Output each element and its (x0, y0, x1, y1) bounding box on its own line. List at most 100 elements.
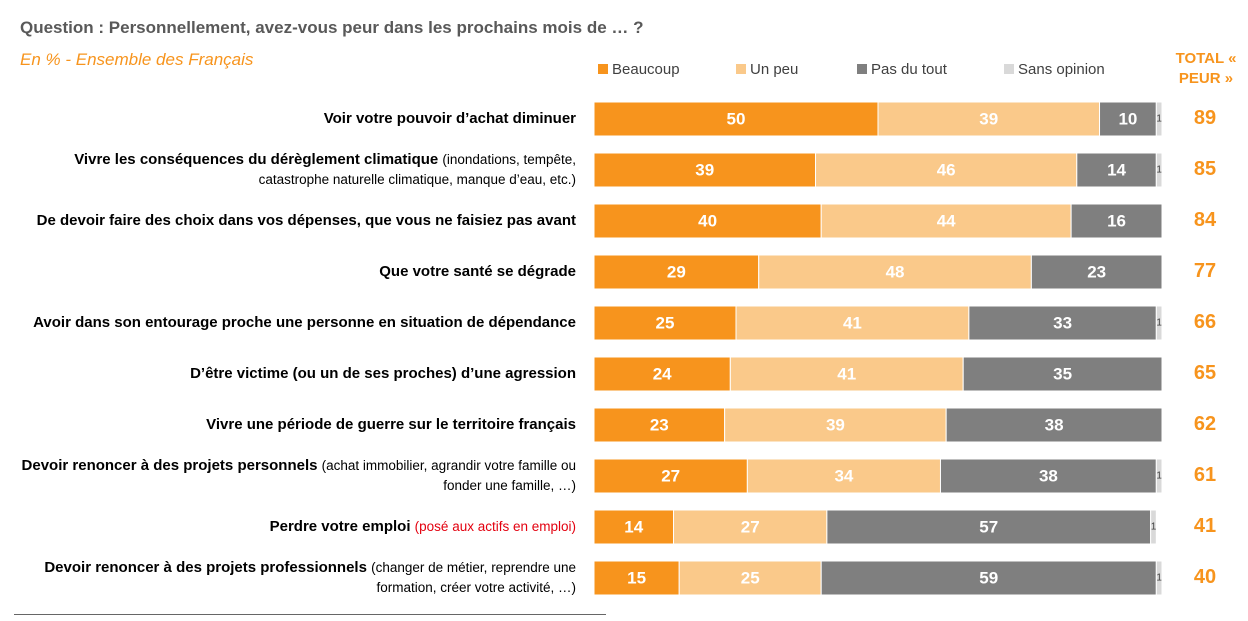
bar-segment (593, 458, 748, 494)
total-value: 62 (1193, 413, 1217, 435)
bar-segment (593, 152, 817, 188)
bar-segment (826, 509, 1152, 545)
legend-swatch (598, 64, 608, 74)
value-label: 39 (826, 415, 845, 434)
chart-subtitle: En % - Ensemble des Français (20, 50, 254, 69)
bar-segment (593, 560, 680, 596)
bar-segment (968, 305, 1157, 341)
value-label: 41 (837, 364, 856, 383)
bar-segment (593, 356, 731, 392)
value-label: 40 (698, 211, 717, 230)
bar-segment (593, 203, 822, 239)
bar-segment (1150, 509, 1157, 545)
bar-segment (1155, 560, 1163, 596)
category-name: Vivre les conséquences du dérèglement cl… (74, 151, 439, 168)
value-label: 39 (979, 109, 998, 128)
value-label: 14 (624, 517, 643, 536)
category-note: (achat immobilier, agrandir votre famill… (321, 458, 576, 493)
category-note: (inondations, tempête, catastrophe natur… (258, 152, 576, 187)
value-label: 41 (843, 313, 862, 332)
total-value: 61 (1193, 464, 1217, 486)
category-label: Devoir renoncer à des projets profession… (8, 556, 576, 600)
value-label: 23 (650, 415, 669, 434)
legend-swatch (857, 64, 867, 74)
category-label: Vivre les conséquences du dérèglement cl… (8, 148, 576, 192)
category-text: Devoir renoncer à des projets profession… (8, 558, 576, 598)
bar-segment (1030, 254, 1163, 290)
category-name: Que votre santé se dégrade (379, 263, 576, 280)
category-name: D’être victime (ou un de ses proches) d’… (190, 365, 576, 382)
value-label: 38 (1039, 466, 1058, 485)
total-value: 77 (1193, 260, 1217, 282)
category-text: Devoir renoncer à des projets personnels… (8, 456, 576, 496)
category-text: D’être victime (ou un de ses proches) d’… (8, 364, 576, 384)
category-label: D’être victime (ou un de ses proches) d’… (8, 352, 576, 396)
value-label: 46 (937, 160, 956, 179)
bar-segment (593, 101, 879, 137)
bar-segment (1155, 458, 1163, 494)
total-value: 66 (1193, 311, 1217, 333)
bar-segment (1070, 203, 1163, 239)
category-label: Voir votre pouvoir d’achat diminuer (8, 97, 576, 141)
category-label: Perdre votre emploi (posé aux actifs en … (8, 505, 576, 549)
value-label: 39 (695, 160, 714, 179)
bar-segment (815, 152, 1078, 188)
value-label: 16 (1107, 211, 1126, 230)
category-name: Devoir renoncer à des projets profession… (44, 559, 367, 576)
bar-segment (673, 509, 828, 545)
total-title: TOTAL « PEUR » (1175, 50, 1237, 87)
total-value: 85 (1193, 158, 1217, 180)
bar-segment (729, 356, 964, 392)
category-label: Devoir renoncer à des projets personnels… (8, 454, 576, 498)
value-label: 23 (1087, 262, 1106, 281)
legend-label: Sans opinion (1018, 61, 1105, 78)
legend-swatch (736, 64, 746, 74)
value-label: 1 (1156, 471, 1162, 482)
value-label: 35 (1053, 364, 1072, 383)
value-label: 33 (1053, 313, 1072, 332)
value-label: 29 (667, 262, 686, 281)
category-text: Que votre santé se dégrade (8, 262, 576, 282)
value-label: 10 (1118, 109, 1137, 128)
category-text: De devoir faire des choix dans vos dépen… (8, 211, 576, 231)
total-value: 65 (1193, 362, 1217, 384)
category-note: (changer de métier, reprendre une format… (371, 560, 576, 595)
category-label: De devoir faire des choix dans vos dépen… (8, 199, 576, 243)
value-label: 27 (741, 517, 760, 536)
bar-segment (593, 509, 675, 545)
value-label: 1 (1156, 318, 1162, 329)
category-name: Vivre une période de guerre sur le terri… (206, 416, 576, 433)
category-name: Voir votre pouvoir d’achat diminuer (323, 110, 576, 127)
value-label: 50 (727, 109, 746, 128)
category-label: Que votre santé se dégrade (8, 250, 576, 294)
bar-segment (593, 254, 760, 290)
category-text: Voir votre pouvoir d’achat diminuer (8, 109, 576, 129)
bar-segment (593, 305, 737, 341)
footer-rule (14, 614, 606, 615)
category-label: Avoir dans son entourage proche une pers… (8, 301, 576, 345)
value-label: 14 (1107, 160, 1126, 179)
bar-segment (1155, 152, 1163, 188)
total-value: 84 (1193, 209, 1217, 231)
value-label: 1 (1156, 165, 1162, 176)
category-text: Perdre votre emploi (posé aux actifs en … (8, 517, 576, 537)
value-label: 24 (653, 364, 672, 383)
value-label: 34 (834, 466, 853, 485)
value-label: 38 (1045, 415, 1064, 434)
legend-label: Beaucoup (612, 61, 680, 78)
category-text: Vivre les conséquences du dérèglement cl… (8, 150, 576, 190)
value-label: 48 (886, 262, 905, 281)
category-name: Devoir renoncer à des projets personnels (21, 457, 318, 474)
bar-segment (939, 458, 1157, 494)
category-text: Vivre une période de guerre sur le terri… (8, 415, 576, 435)
category-note: (posé aux actifs en emploi) (414, 519, 576, 534)
value-label: 15 (627, 568, 646, 587)
total-value: 40 (1193, 566, 1217, 588)
category-label: Vivre une période de guerre sur le terri… (8, 403, 576, 447)
value-label: 59 (979, 568, 998, 587)
value-label: 1 (1151, 522, 1157, 533)
value-label: 57 (979, 517, 998, 536)
legend-swatch (1004, 64, 1014, 74)
